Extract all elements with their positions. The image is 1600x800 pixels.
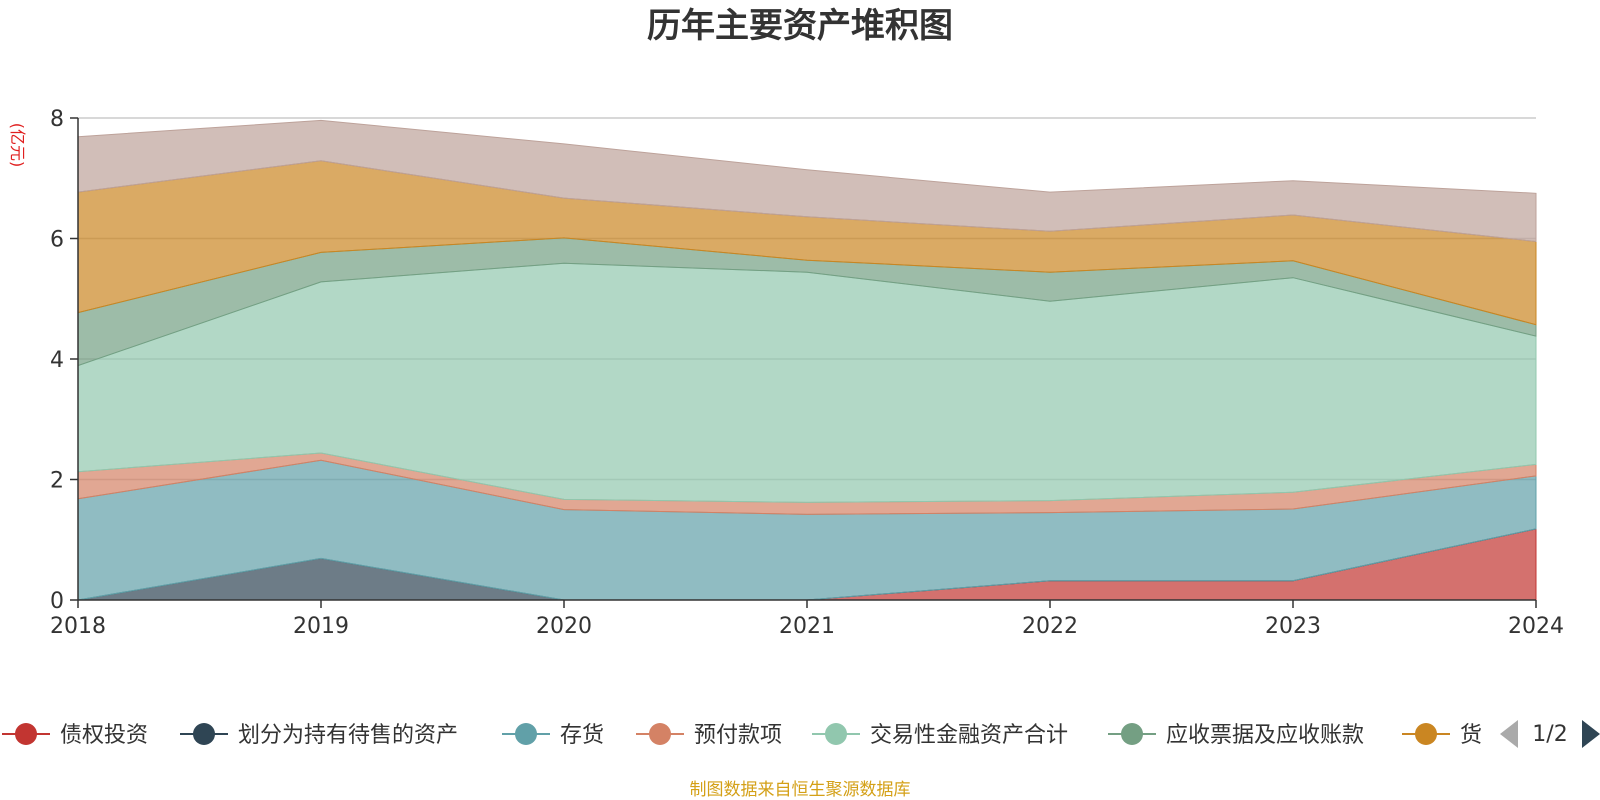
legend-pager: 1/2 — [1500, 720, 1600, 748]
legend-item[interactable]: 货 — [1402, 723, 1482, 748]
legend-item[interactable]: 划分为持有待售的资产 — [180, 723, 458, 748]
legend-circle-icon — [1415, 723, 1437, 745]
x-tick-label: 2018 — [50, 614, 106, 639]
legend-label: 债权投资 — [60, 723, 148, 748]
legend-circle-icon — [193, 723, 215, 745]
x-tick-label: 2023 — [1265, 614, 1321, 639]
legend-next-arrow-icon[interactable] — [1582, 720, 1600, 748]
legend[interactable]: 债权投资 划分为持有待售的资产 存货 预付款项 交易性金融资产合计 应收票据及应收账款 货 — [2, 723, 1482, 748]
y-axis-unit-label: (亿元) — [8, 123, 27, 168]
legend-circle-icon — [649, 723, 671, 745]
legend-label: 交易性金融资产合计 — [870, 723, 1068, 748]
legend-item[interactable]: 预付款项 — [636, 723, 782, 748]
legend-label: 划分为持有待售的资产 — [238, 723, 458, 748]
legend-circle-icon — [825, 723, 847, 745]
area-series-7 — [77, 119, 1537, 243]
y-tick-label: 2 — [50, 469, 64, 494]
x-tick-labels: 2018 2019 2020 2021 2022 2023 2024 — [50, 600, 1564, 639]
legend-item[interactable]: 交易性金融资产合计 — [812, 723, 1068, 748]
chart-title: 历年主要资产堆积图 — [647, 6, 953, 46]
legend-prev-arrow-icon[interactable] — [1500, 720, 1518, 748]
legend-item[interactable]: 应收票据及应收账款 — [1108, 723, 1364, 748]
x-tick-label: 2021 — [779, 614, 835, 639]
y-tick-labels: 0 2 4 6 8 — [50, 107, 78, 614]
plot-areas — [77, 119, 1537, 601]
legend-page-indicator: 1/2 — [1532, 722, 1567, 747]
legend-label: 应收票据及应收账款 — [1166, 723, 1364, 748]
legend-circle-icon — [15, 723, 37, 745]
legend-label: 货 — [1460, 723, 1482, 748]
y-tick-label: 8 — [50, 107, 64, 132]
legend-circle-icon — [515, 723, 537, 745]
legend-circle-icon — [1121, 723, 1143, 745]
x-tick-label: 2022 — [1022, 614, 1078, 639]
x-tick-label: 2019 — [293, 614, 349, 639]
y-tick-label: 4 — [50, 348, 64, 373]
source-note: 制图数据来自恒生聚源数据库 — [690, 780, 911, 800]
y-tick-label: 6 — [50, 228, 64, 253]
x-tick-label: 2020 — [536, 614, 592, 639]
legend-item[interactable]: 债权投资 — [2, 723, 148, 748]
y-tick-label: 0 — [50, 589, 64, 614]
x-tick-label: 2024 — [1508, 614, 1564, 639]
legend-label: 预付款项 — [694, 723, 782, 748]
legend-label: 存货 — [560, 723, 604, 748]
legend-item[interactable]: 存货 — [502, 723, 604, 748]
